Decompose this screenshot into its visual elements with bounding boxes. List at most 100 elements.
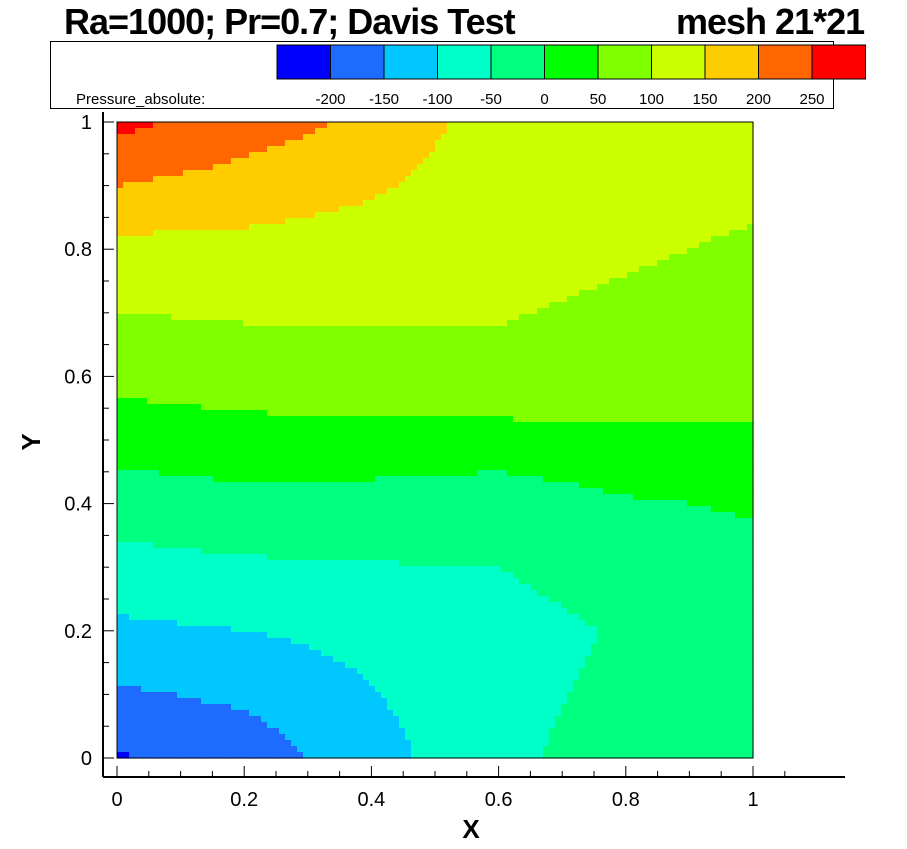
contour-cell (375, 158, 382, 165)
contour-cell (603, 368, 610, 375)
contour-cell (267, 320, 274, 327)
contour-cell (387, 140, 394, 147)
contour-cell (345, 218, 352, 225)
contour-cell (117, 290, 124, 297)
contour-cell (627, 368, 634, 375)
contour-cell (603, 248, 610, 255)
contour-cell (495, 170, 502, 177)
contour-cell (333, 278, 340, 285)
contour-cell (261, 350, 268, 357)
contour-cell (519, 170, 526, 177)
contour-cell (369, 218, 376, 225)
contour-cell (555, 320, 562, 327)
contour-cell (225, 242, 232, 249)
contour-cell (699, 140, 706, 147)
contour-cell (645, 398, 652, 405)
contour-cell (513, 152, 520, 159)
contour-cell (405, 398, 412, 405)
contour-cell (405, 182, 412, 189)
contour-cell (405, 338, 412, 345)
contour-cell (183, 380, 190, 387)
contour-cell (525, 134, 532, 141)
contour-cell (615, 128, 622, 135)
contour-cell (723, 212, 730, 219)
contour-cell (429, 146, 436, 153)
contour-cell (597, 302, 604, 309)
contour-cell (129, 266, 136, 273)
contour-cell (591, 236, 598, 243)
contour-cell (315, 284, 322, 291)
contour-cell (219, 272, 226, 279)
contour-cell (195, 230, 202, 237)
contour-cell (153, 164, 160, 171)
contour-cell (417, 320, 424, 327)
contour-cell (279, 248, 286, 255)
contour-cell (507, 218, 514, 225)
contour-cell (519, 206, 526, 213)
contour-cell (255, 320, 262, 327)
contour-cell (507, 200, 514, 207)
contour-cell (465, 182, 472, 189)
contour-cell (465, 392, 472, 399)
contour-cell (537, 218, 544, 225)
contour-cell (555, 332, 562, 339)
contour-cell (507, 296, 514, 303)
contour-cell (597, 152, 604, 159)
contour-cell (279, 164, 286, 171)
contour-cell (363, 254, 370, 261)
contour-cell (393, 338, 400, 345)
contour-cell (393, 326, 400, 333)
contour-cell (255, 122, 262, 129)
contour-cell (291, 266, 298, 273)
contour-cell (561, 314, 568, 321)
contour-cell (237, 248, 244, 255)
contour-cell (651, 314, 658, 321)
contour-cell (591, 176, 598, 183)
contour-cell (747, 338, 754, 345)
contour-cell (219, 140, 226, 147)
contour-cell (735, 260, 742, 267)
contour-cell (225, 200, 232, 207)
contour-cell (393, 398, 400, 405)
contour-cell (747, 224, 754, 231)
contour-cell (633, 122, 640, 129)
contour-cell (381, 242, 388, 249)
contour-cell (411, 344, 418, 351)
contour-cell (225, 122, 232, 129)
contour-cell (705, 134, 712, 141)
contour-cell (495, 182, 502, 189)
contour-cell (729, 230, 736, 237)
contour-cell (597, 230, 604, 237)
contour-cell (321, 266, 328, 273)
contour-cell (579, 122, 586, 129)
contour-cell (507, 344, 514, 351)
contour-cell (549, 188, 556, 195)
contour-cell (501, 218, 508, 225)
contour-cell (597, 122, 604, 129)
contour-cell (441, 194, 448, 201)
contour-cell (645, 290, 652, 297)
contour-cell (741, 326, 748, 333)
contour-cell (609, 152, 616, 159)
contour-cell (159, 134, 166, 141)
contour-cell (513, 248, 520, 255)
contour-cell (129, 236, 136, 243)
contour-cell (159, 128, 166, 135)
contour-cell (471, 140, 478, 147)
contour-cell (429, 176, 436, 183)
contour-cell (609, 218, 616, 225)
contour-cell (441, 254, 448, 261)
contour-cell (303, 134, 310, 141)
contour-cell (645, 152, 652, 159)
contour-cell (525, 374, 532, 381)
contour-cell (195, 218, 202, 225)
contour-cell (525, 230, 532, 237)
contour-cell (207, 230, 214, 237)
contour-cell (615, 206, 622, 213)
contour-cell (597, 212, 604, 219)
contour-cell (567, 164, 574, 171)
contour-cell (573, 248, 580, 255)
contour-cell (669, 206, 676, 213)
contour-cell (699, 134, 706, 141)
contour-cell (417, 200, 424, 207)
